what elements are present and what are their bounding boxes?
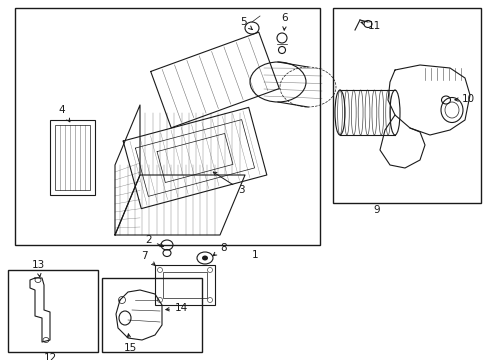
Text: 1: 1 xyxy=(251,250,258,260)
Text: 9: 9 xyxy=(373,205,380,215)
Bar xyxy=(55,125,90,190)
Bar xyxy=(155,265,215,305)
Text: 11: 11 xyxy=(360,21,381,31)
Bar xyxy=(102,278,202,352)
Text: 14: 14 xyxy=(165,303,188,313)
Ellipse shape xyxy=(202,256,207,261)
Text: 5: 5 xyxy=(240,17,252,30)
Text: 13: 13 xyxy=(31,260,44,277)
Text: 2: 2 xyxy=(145,235,163,247)
Text: 10: 10 xyxy=(454,94,474,104)
Bar xyxy=(50,120,95,195)
Bar xyxy=(8,270,98,352)
Text: 12: 12 xyxy=(43,353,57,360)
Text: 8: 8 xyxy=(213,243,226,256)
Text: 6: 6 xyxy=(281,13,288,30)
Text: 4: 4 xyxy=(59,105,70,122)
Text: 3: 3 xyxy=(213,172,244,195)
Text: 15: 15 xyxy=(123,334,136,353)
Bar xyxy=(163,272,206,298)
Bar xyxy=(332,8,480,203)
Bar xyxy=(15,8,319,245)
Text: 7: 7 xyxy=(141,251,155,265)
